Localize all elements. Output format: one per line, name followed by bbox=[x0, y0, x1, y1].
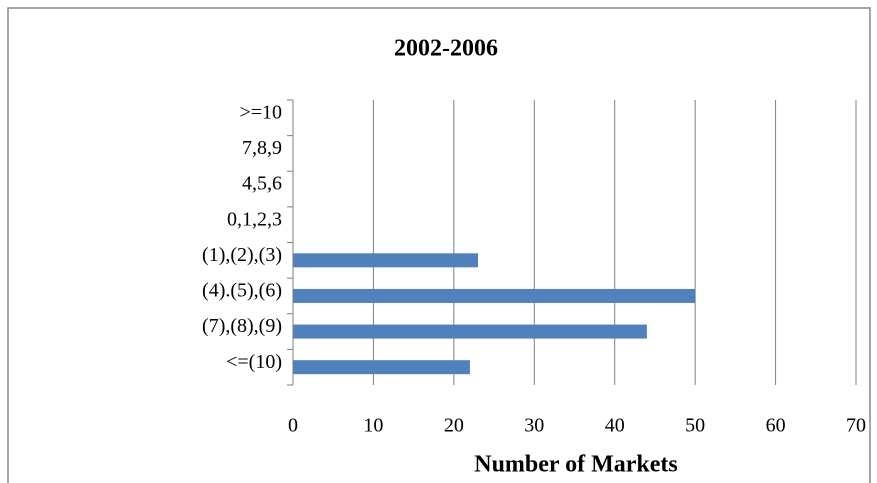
x-tick-label: 0 bbox=[288, 415, 298, 437]
x-axis-title: Number of Markets bbox=[474, 452, 678, 478]
x-tick-label: 20 bbox=[444, 415, 464, 437]
bar bbox=[293, 360, 470, 375]
y-tick-label: <=(10) bbox=[226, 351, 282, 373]
x-tick-label: 70 bbox=[846, 415, 866, 437]
y-tick-label: (4).(5),(6) bbox=[202, 280, 282, 302]
chart-frame bbox=[7, 7, 871, 483]
y-tick-label: (1),(2),(3) bbox=[202, 244, 282, 266]
bar bbox=[293, 324, 647, 339]
y-tick-label: >=10 bbox=[239, 101, 282, 123]
y-tick-label: (7),(8),(9) bbox=[202, 315, 282, 337]
x-tick-label: 60 bbox=[766, 415, 786, 437]
x-tick-label: 50 bbox=[685, 415, 705, 437]
y-tick-label: 7,8,9 bbox=[242, 137, 282, 159]
bar bbox=[293, 288, 696, 303]
bar bbox=[293, 253, 478, 268]
x-tick-label: 40 bbox=[605, 415, 625, 437]
x-tick-label: 30 bbox=[524, 415, 544, 437]
chart-title: 2002-2006 bbox=[394, 36, 498, 62]
y-tick-label: 4,5,6 bbox=[242, 173, 282, 195]
y-tick-label: 0,1,2,3 bbox=[227, 208, 282, 230]
x-tick-label: 10 bbox=[363, 415, 383, 437]
